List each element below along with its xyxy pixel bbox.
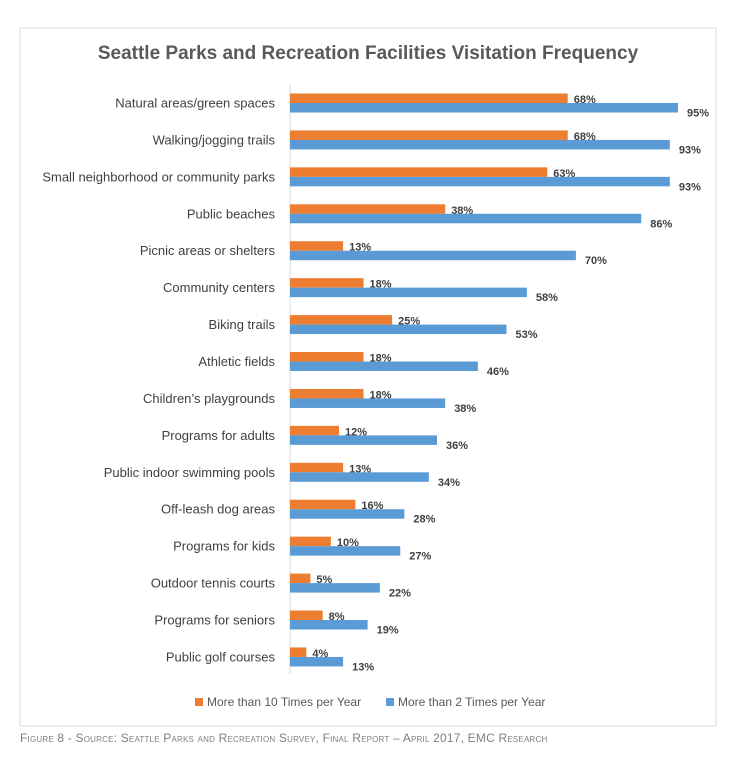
category-label: Public indoor swimming pools (104, 465, 276, 480)
category-label: Outdoor tennis courts (151, 576, 276, 591)
bar-more-than-2 (290, 287, 527, 298)
category-label: Picnic areas or shelters (140, 243, 276, 258)
data-label: 38% (454, 403, 476, 415)
data-label: 93% (679, 144, 701, 156)
bar-more-than-2 (290, 103, 678, 113)
category-label: Natural areas/green spaces (115, 96, 275, 111)
bar-more-than-10 (290, 130, 568, 140)
category-label: Public beaches (187, 206, 276, 221)
bar-more-than-2 (290, 213, 642, 224)
legend-swatch (386, 698, 394, 706)
data-label: 27% (409, 551, 431, 563)
chart-title: Seattle Parks and Recreation Facilities … (98, 43, 639, 64)
bar-more-than-10 (290, 204, 446, 214)
category-label: Biking trails (209, 317, 276, 332)
data-label: 28% (413, 514, 435, 526)
legend-label: More than 10 Times per Year (207, 695, 361, 709)
data-label: 86% (650, 218, 672, 230)
data-label: 70% (585, 255, 607, 267)
bar-more-than-2 (290, 472, 429, 482)
bar-more-than-10 (290, 573, 311, 584)
legend-swatch (195, 698, 203, 706)
bar-more-than-2 (290, 139, 670, 150)
bar-more-than-10 (290, 499, 356, 510)
bar-more-than-10 (290, 647, 307, 657)
data-label: 13% (352, 661, 374, 673)
bar-more-than-10 (290, 241, 344, 251)
category-label: Walking/jogging trails (153, 132, 276, 147)
figure-caption: Figure 8 - Source: Seattle Parks and Rec… (20, 731, 548, 745)
bar-more-than-2 (290, 435, 438, 445)
bar-more-than-10 (290, 315, 393, 325)
data-label: 16% (361, 500, 383, 512)
data-label: 58% (536, 292, 558, 304)
bar-more-than-2 (290, 176, 670, 187)
data-label: 93% (679, 181, 701, 193)
bar-more-than-10 (290, 278, 364, 288)
data-label: 53% (515, 329, 537, 341)
legend-label: More than 2 Times per Year (398, 695, 545, 709)
bar-more-than-2 (290, 509, 405, 519)
bar-more-than-2 (290, 546, 401, 556)
bar-more-than-2 (290, 324, 507, 335)
bar-more-than-10 (290, 93, 568, 103)
category-label: Athletic fields (198, 354, 275, 369)
bar-more-than-10 (290, 167, 548, 177)
category-label: Small neighborhood or community parks (42, 169, 275, 184)
bar-more-than-2 (290, 361, 478, 372)
category-label: Programs for kids (173, 539, 275, 554)
category-label: Children’s playgrounds (143, 391, 276, 406)
category-label: Programs for adults (162, 428, 276, 443)
category-label: Programs for seniors (154, 613, 275, 628)
bar-more-than-2 (290, 583, 380, 593)
data-label: 34% (438, 477, 460, 489)
data-label: 36% (446, 440, 468, 452)
category-label: Community centers (163, 280, 275, 295)
bar-more-than-10 (290, 536, 331, 547)
bar-more-than-2 (290, 656, 344, 667)
bar-more-than-10 (290, 462, 344, 473)
bar-more-than-10 (290, 352, 364, 362)
bar-more-than-10 (290, 425, 340, 436)
data-label: 19% (377, 625, 399, 637)
bar-more-than-2 (290, 620, 368, 630)
data-label: 95% (687, 108, 709, 120)
bar-more-than-2 (290, 398, 446, 408)
bar-more-than-2 (290, 250, 576, 261)
category-label: Public golf courses (166, 649, 276, 664)
data-label: 22% (389, 588, 411, 600)
bar-more-than-10 (290, 610, 323, 621)
data-label: 46% (487, 366, 509, 378)
category-label: Off-leash dog areas (161, 502, 275, 517)
bar-more-than-10 (290, 388, 364, 399)
